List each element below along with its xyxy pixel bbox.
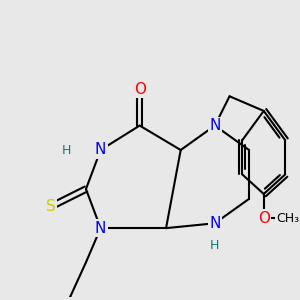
Text: S: S	[46, 199, 56, 214]
Text: H: H	[62, 143, 71, 157]
Text: N: N	[209, 216, 220, 231]
Text: N: N	[95, 220, 106, 236]
Text: O: O	[134, 82, 146, 97]
Text: H: H	[210, 239, 220, 252]
Text: O: O	[258, 211, 270, 226]
Text: N: N	[209, 118, 220, 133]
Text: N: N	[95, 142, 106, 158]
Text: CH₃: CH₃	[277, 212, 300, 225]
